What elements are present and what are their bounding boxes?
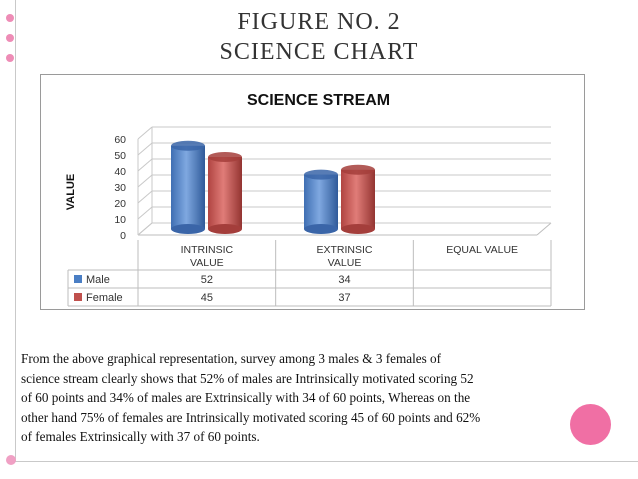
legend-label: Female <box>86 292 123 304</box>
y-tick-label: 60 <box>114 134 126 146</box>
chart-area: SCIENCE STREAM 0 10 20 30 40 50 60 VALUE INTRINSI… <box>40 74 585 310</box>
data-label: 34 <box>338 274 350 286</box>
axis-floor-right <box>536 222 552 236</box>
description-paragraph: From the above graphical representation,… <box>21 349 601 447</box>
decor-pink-circle <box>570 404 611 445</box>
bar-female <box>341 169 375 229</box>
bar-male-base <box>304 224 338 234</box>
science-stream-chart: SCIENCE STREAM0102030405060VALUEINTRINSI… <box>65 92 552 307</box>
legend-swatch-male <box>74 275 82 283</box>
paragraph-line: other hand 75% of females are Intrinsica… <box>21 409 481 425</box>
paragraph-line: of 60 points and 34% of males are Extrin… <box>21 390 471 405</box>
bar-male-base <box>171 224 205 234</box>
bar-female-top <box>208 152 242 162</box>
gridline-side <box>137 222 153 236</box>
y-tick-label: 10 <box>114 214 126 226</box>
legend-swatch-female <box>74 293 82 301</box>
bar-male <box>171 145 205 229</box>
paragraph-line: science stream clearly shows that 52% of… <box>21 370 474 386</box>
gridline-side <box>137 142 153 156</box>
bar-female <box>208 157 242 229</box>
decor-dot <box>6 34 14 42</box>
gridline-side <box>137 190 153 204</box>
paragraph-line: From the above graphical representation,… <box>21 351 442 366</box>
data-label: 45 <box>201 292 213 304</box>
gridline-side <box>137 206 153 220</box>
slide-heading-figure: FIGURE NO. 2 <box>237 9 401 35</box>
bar-female-base <box>208 224 242 234</box>
x-tick-label: VALUE <box>190 257 224 269</box>
data-label: 52 <box>201 274 213 286</box>
y-tick-label: 50 <box>114 150 126 162</box>
y-tick-label: 0 <box>120 230 126 242</box>
bar-male-top <box>171 140 205 151</box>
legend-label: Male <box>86 274 110 286</box>
gridline-side <box>137 174 153 188</box>
bar-male-top <box>304 169 338 180</box>
decor-dot <box>6 14 14 22</box>
bar-male <box>304 174 338 229</box>
slide-heading-title: SCIENCE CHART <box>219 39 419 65</box>
gridline-side <box>137 158 153 172</box>
x-tick-label: INTRINSIC <box>181 244 234 256</box>
paragraph-line: of females Extrinsically with 37 of 60 p… <box>21 429 260 444</box>
gridline-side <box>137 126 153 140</box>
slide-frame <box>15 0 638 462</box>
y-tick-label: 20 <box>114 198 126 210</box>
y-tick-label: 30 <box>114 182 126 194</box>
chart-title: SCIENCE STREAM <box>247 92 390 109</box>
x-tick-label: VALUE <box>328 257 362 269</box>
decor-dot <box>6 54 14 62</box>
y-tick-label: 40 <box>114 166 126 178</box>
x-tick-label: EQUAL VALUE <box>446 244 518 256</box>
bar-female-base <box>341 224 375 234</box>
y-axis-label: VALUE <box>65 174 77 210</box>
decor-dot <box>6 455 16 465</box>
x-tick-label: EXTRINSIC <box>316 244 372 256</box>
bar-female-top <box>341 164 375 175</box>
data-label: 37 <box>338 292 350 304</box>
